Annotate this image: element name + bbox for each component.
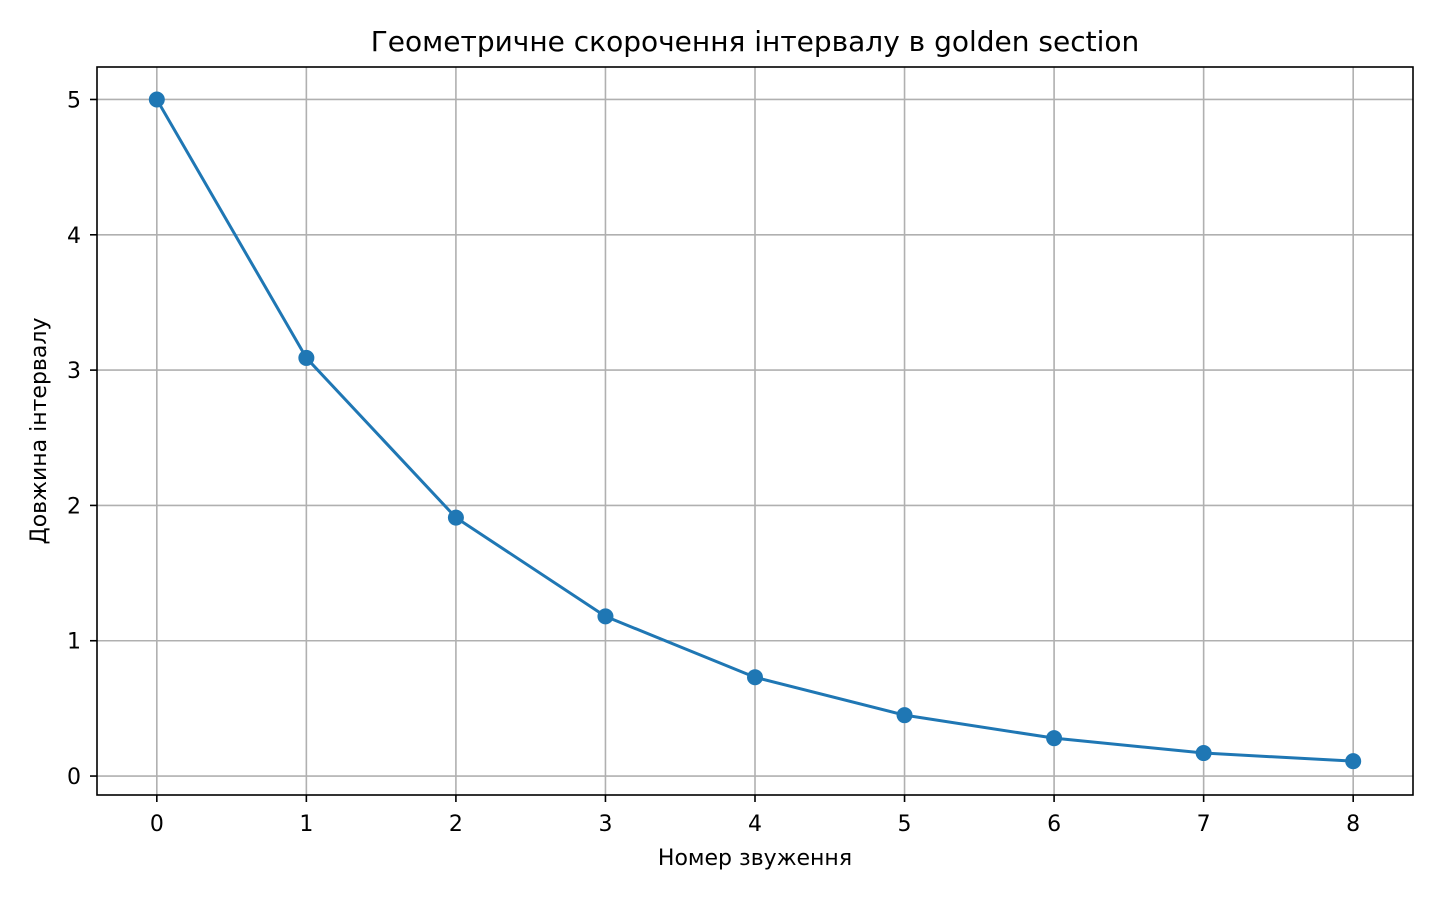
y-tick-label: 2 — [67, 494, 81, 519]
x-tick-label: 1 — [299, 812, 313, 837]
data-point — [597, 608, 614, 625]
x-tick-label: 5 — [898, 812, 912, 837]
data-point — [747, 669, 763, 686]
data-point — [896, 707, 913, 724]
y-tick-label: 1 — [67, 630, 81, 655]
x-tick-label: 8 — [1346, 812, 1360, 837]
data-point — [148, 91, 165, 108]
y-tick-label: 3 — [67, 359, 81, 384]
x-tick-label: 4 — [748, 812, 762, 837]
data-point — [447, 509, 464, 526]
x-tick-label: 7 — [1197, 812, 1211, 837]
data-point — [1345, 753, 1362, 770]
tick-layer: 0 1 2 3 4 5 6 7 8 0 1 2 3 4 5 — [67, 88, 1360, 837]
x-tick-label: 6 — [1047, 812, 1061, 837]
y-tick-label: 0 — [67, 765, 81, 790]
y-tick-label: 5 — [67, 88, 81, 113]
x-tick-label: 3 — [598, 812, 612, 837]
data-point — [1046, 730, 1063, 747]
y-tick-label: 4 — [67, 224, 81, 249]
data-point — [298, 349, 315, 366]
x-tick-label: 0 — [150, 812, 164, 837]
series-layer — [148, 91, 1362, 770]
data-point — [1195, 745, 1212, 762]
grid-layer — [97, 67, 1413, 795]
y-axis-label: Довжина інтервалу — [27, 318, 52, 545]
x-tick-label: 2 — [449, 812, 463, 837]
x-axis-label: Номер звуження — [658, 846, 852, 871]
chart-title: Геометричне скорочення інтервалу в golde… — [371, 25, 1140, 58]
